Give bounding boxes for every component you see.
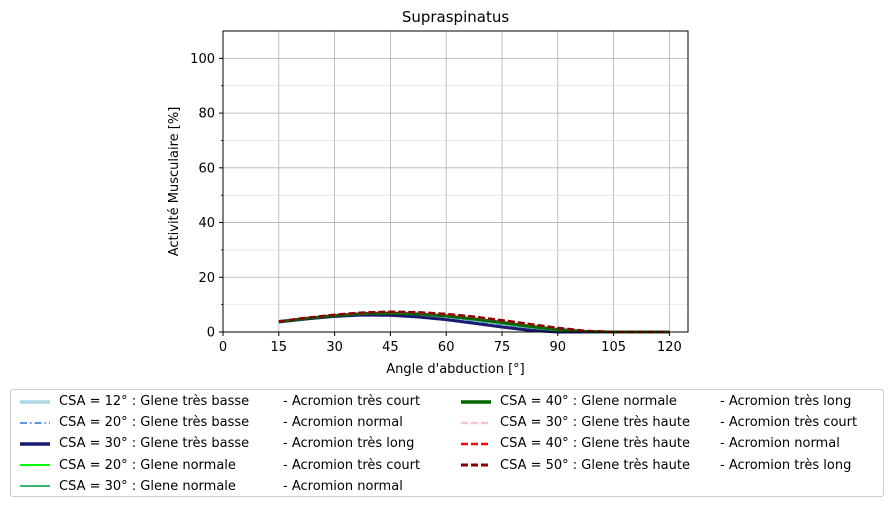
legend-item: CSA = 40° : Glene normale - Acromion très… [460,391,880,412]
legend-acromion-label: - Acromion normal [283,478,403,494]
legend-acromion-label: - Acromion très long [720,394,852,409]
y-axis-label: Activité Musculaire [%] [167,107,182,257]
plot-frame [222,30,689,333]
legend-label: CSA = 30° : Glene normale [59,478,236,494]
legend-label: CSA = 20° : Glene normale [59,457,236,473]
legend-swatch [20,485,50,488]
x-tick-label: 15 [271,340,288,355]
x-tick-label: 30 [326,340,343,355]
legend-swatch [20,442,50,446]
legend-acromion-label: - Acromion très court [720,415,858,431]
chart-title: Supraspinatus [402,8,509,26]
legend-acromion-label: - Acromion très court [283,457,421,473]
x-tick-label: 60 [438,340,455,355]
y-tick-label: 20 [198,271,215,286]
legend-label: CSA = 12° : Glene très basse [59,394,250,409]
y-tick-label: 60 [198,161,215,176]
grid-lines [222,31,688,332]
legend-label: CSA = 30° : Glene très haute [500,415,690,431]
y-tick-label: 100 [190,52,215,67]
y-tick-label: 40 [198,216,215,231]
x-tick-label: 0 [219,340,227,355]
x-tick-label: 45 [382,340,399,355]
legend-item: CSA = 30° : Glene très haute - Acromion t… [460,412,880,433]
series-line [278,310,670,334]
y-tick-label: 80 [198,107,215,122]
x-tick-label: 105 [601,340,626,355]
x-tick-label: 120 [657,340,682,355]
legend-acromion-label: - Acromion normal [720,436,840,452]
axis-ticks: 0 15 30 45 60 75 90 105 120 0 20 40 60 80 100 [190,52,682,355]
legend-item: CSA = 40° : Glene très haute - Acromion n… [460,433,880,454]
legend-swatch [20,399,50,404]
legend-swatch [20,464,50,467]
y-tick-label: 0 [207,326,215,341]
legend-acromion-label: - Acromion très long [283,436,415,452]
legend-swatch [461,442,491,446]
legend: CSA = 12° : Glene très basse - Acromion t… [10,389,884,497]
legend-label: CSA = 40° : Glene normale [500,394,677,409]
legend-item: CSA = 30° : Glene normale - Acromion norm… [19,476,439,497]
legend-item: CSA = 12° : Glene très basse - Acromion t… [19,391,439,412]
legend-label: CSA = 50° : Glene très haute [500,457,690,473]
x-tick-label: 90 [550,340,567,355]
legend-swatch [461,421,491,424]
legend-item: CSA = 20° : Glene normale - Acromion très… [19,455,439,476]
legend-item: CSA = 50° : Glene très haute - Acromion t… [460,455,880,476]
legend-acromion-label: - Acromion très long [720,457,852,473]
legend-item: CSA = 20° : Glene très basse - Acromion n… [19,412,439,433]
legend-acromion-label: - Acromion très court [283,394,421,409]
legend-label: CSA = 20° : Glene très basse [59,415,250,431]
chart-svg: Supraspinatus 0 15 30 45 60 75 90 105 120 0 20 40 60… [167,8,689,377]
series-lines [278,310,670,334]
x-tick-label: 75 [494,340,511,355]
legend-swatch [461,399,491,404]
x-axis-label: Angle d'abduction [°] [386,362,525,377]
legend-label: CSA = 40° : Glene très haute [500,436,690,452]
legend-swatch [461,463,491,467]
legend-label: CSA = 30° : Glene très basse [59,436,250,452]
legend-swatch [20,421,50,424]
legend-item: CSA = 30° : Glene très basse - Acromion t… [19,433,439,454]
legend-acromion-label: - Acromion normal [283,415,403,431]
